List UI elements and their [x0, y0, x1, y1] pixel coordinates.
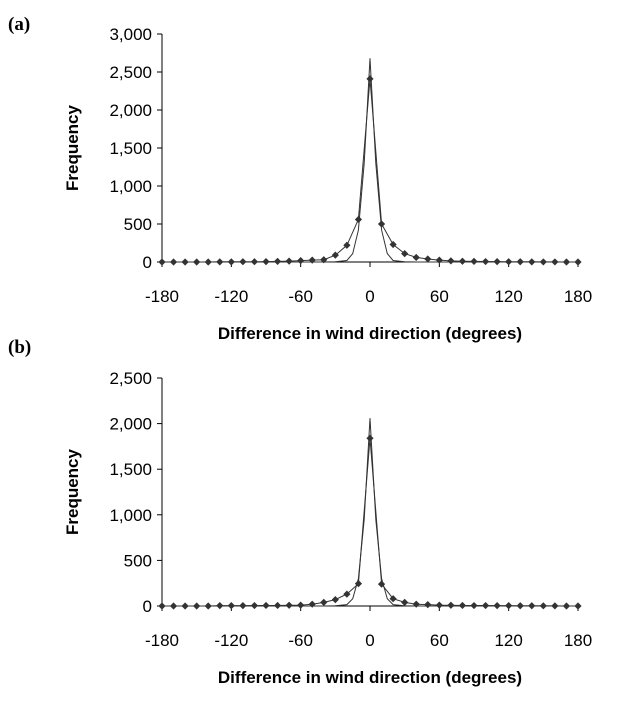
x-tick-label: 0	[365, 631, 374, 650]
data-point-marker	[343, 590, 351, 598]
y-axis-title: Frequency	[63, 448, 82, 535]
y-tick-label: 2,000	[109, 415, 152, 434]
data-point-marker	[377, 580, 386, 588]
data-point-marker	[389, 595, 397, 603]
x-axis-title: Difference in wind direction (degrees)	[218, 324, 522, 343]
x-tick-label: 120	[494, 287, 522, 306]
chart-panel-a: (a) 0 500 1,000 1,500 2,000 2,500 3,000 -180 -120…	[8, 14, 592, 343]
y-tick-label: 1,500	[109, 460, 152, 479]
x-axis-title: Difference in wind direction (degrees)	[218, 668, 522, 687]
data-point-marker	[331, 251, 339, 259]
x-tick-label: -120	[214, 631, 248, 650]
data-point-marker	[297, 257, 305, 265]
chart-panel-b: (b) 0 500 1,000 1,500 2,000 2,500 -180 -120 -60 0 6…	[8, 337, 592, 687]
data-point-marker	[366, 434, 374, 442]
x-tick-label: 0	[365, 287, 374, 306]
series-line-2	[162, 418, 578, 607]
y-tick-label: 0	[143, 253, 152, 272]
y-axis-title: Frequency	[63, 104, 82, 191]
y-tick-label: 500	[124, 215, 152, 234]
data-point-marker	[354, 215, 363, 224]
data-point-marker	[389, 240, 397, 249]
data-point-marker	[401, 250, 409, 258]
series-line-1	[162, 78, 578, 263]
x-tick-label: 180	[564, 287, 592, 306]
series-line-2	[162, 58, 578, 263]
data-point-marker	[435, 601, 443, 609]
data-point-marker	[297, 601, 305, 609]
data-point-marker	[308, 600, 316, 608]
panel-label: (b)	[8, 337, 31, 358]
x-tick-label: -60	[288, 287, 313, 306]
x-tick-label: 60	[430, 287, 449, 306]
y-tick-label: 2,000	[109, 101, 152, 120]
y-tick-label: 2,500	[109, 369, 152, 388]
data-point-marker	[273, 257, 282, 265]
x-tick-label: -120	[214, 287, 248, 306]
data-point-marker	[447, 601, 455, 609]
data-point-marker	[424, 601, 432, 609]
y-tick-label: 1,000	[109, 506, 152, 525]
data-point-marker	[424, 255, 432, 263]
data-point-marker	[354, 580, 363, 588]
data-point-marker	[401, 598, 409, 606]
y-tick-label: 1,000	[109, 177, 152, 196]
data-point-marker	[331, 596, 339, 604]
x-tick-label: -180	[145, 631, 179, 650]
x-tick-label: -60	[288, 631, 313, 650]
series-line-1	[162, 438, 578, 607]
data-point-marker	[412, 253, 420, 262]
data-point-marker	[273, 601, 282, 610]
x-tick-label: 120	[494, 631, 522, 650]
data-point-marker	[262, 601, 270, 610]
data-point-marker	[447, 257, 455, 265]
y-tick-label: 2,500	[109, 63, 152, 82]
data-point-marker	[458, 257, 467, 265]
x-tick-label: 180	[564, 631, 592, 650]
x-tick-label: 60	[430, 631, 449, 650]
data-point-marker	[308, 256, 316, 264]
y-tick-label: 1,500	[109, 139, 152, 158]
y-tick-label: 3,000	[109, 25, 152, 44]
data-point-marker	[458, 601, 467, 610]
data-point-marker	[435, 256, 443, 264]
data-point-marker	[285, 601, 293, 609]
data-point-marker	[343, 241, 351, 249]
y-tick-label: 0	[143, 597, 152, 616]
data-point-marker	[366, 75, 374, 83]
x-tick-label: -180	[145, 287, 179, 306]
data-point-marker	[470, 257, 478, 265]
data-point-marker	[320, 598, 328, 606]
data-point-marker	[285, 257, 293, 265]
y-tick-label: 500	[124, 551, 152, 570]
data-point-marker	[412, 600, 420, 608]
panel-label: (a)	[8, 14, 30, 35]
